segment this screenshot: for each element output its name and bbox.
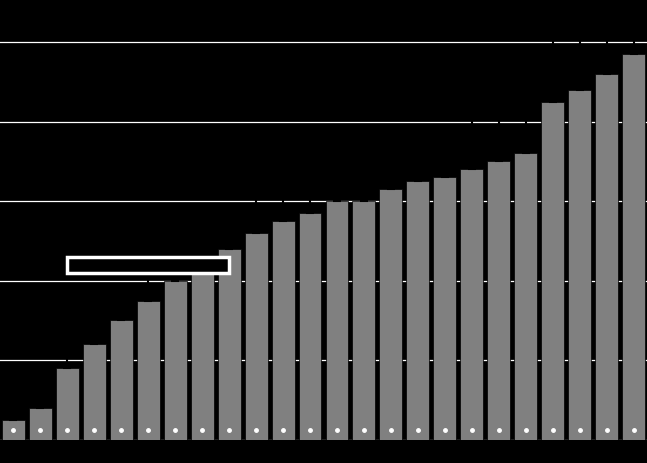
Bar (110, 321, 133, 440)
Bar (245, 233, 268, 440)
Bar (272, 222, 294, 440)
Bar (460, 170, 483, 440)
Bar (595, 75, 618, 440)
Bar (67, 257, 229, 273)
Bar (406, 182, 430, 440)
Bar (325, 202, 349, 440)
Bar (433, 178, 456, 440)
Bar (137, 301, 160, 440)
Bar (164, 281, 187, 440)
Bar (191, 273, 214, 440)
Bar (353, 202, 375, 440)
Bar (514, 154, 537, 440)
Bar (568, 91, 591, 440)
Bar (487, 162, 510, 440)
Bar (217, 250, 241, 440)
Bar (379, 190, 402, 440)
Bar (622, 55, 645, 440)
Bar (541, 102, 564, 440)
Bar (2, 420, 25, 440)
Bar (29, 408, 52, 440)
Bar (83, 344, 106, 440)
Bar (298, 213, 322, 440)
Bar (56, 369, 79, 440)
